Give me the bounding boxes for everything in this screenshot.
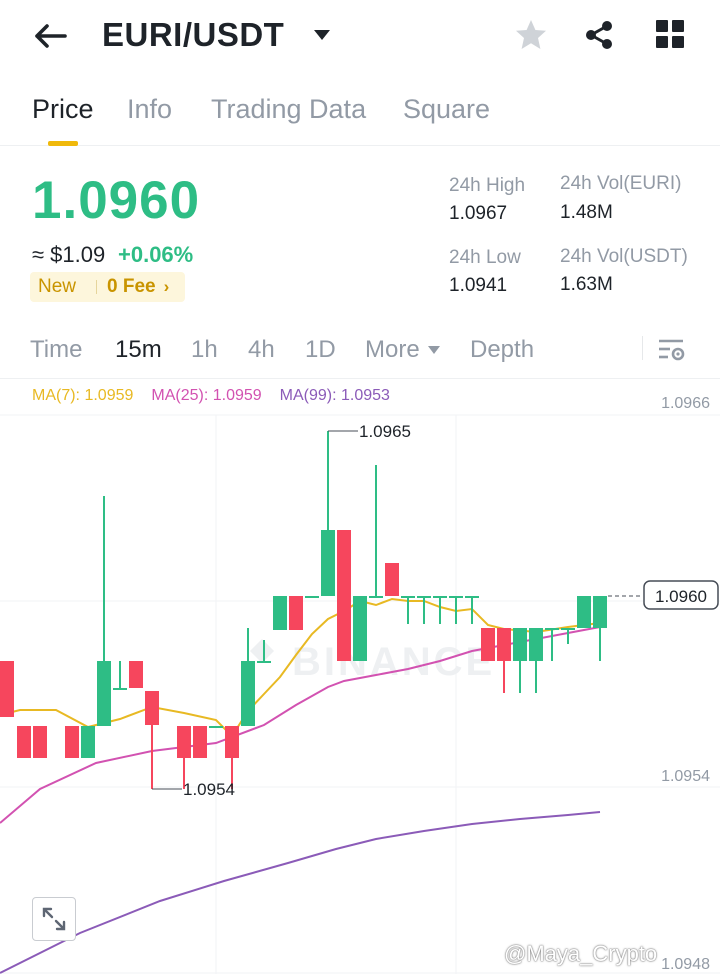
star-icon[interactable]	[514, 18, 548, 52]
candle-body	[337, 530, 351, 661]
candle-body	[241, 661, 255, 726]
tab-price[interactable]: Price	[32, 94, 94, 124]
exchange-logo-mark	[250, 639, 274, 663]
badge-fee-label: 0 Fee	[107, 276, 156, 297]
divider	[642, 336, 643, 360]
candle-body	[465, 596, 479, 598]
candle-body	[593, 596, 607, 628]
watermark: @Maya_Crypto	[504, 941, 658, 966]
vol-quote-value: 1.63M	[560, 274, 613, 295]
candle-body	[577, 596, 591, 628]
candle-body	[497, 628, 511, 661]
current-price-tag	[643, 580, 719, 610]
low-label: 24h Low	[449, 247, 521, 268]
candle-body	[113, 688, 127, 690]
ma7-value: MA(7): 1.0959	[32, 387, 134, 404]
ma99-value: MA(99): 1.0953	[279, 387, 390, 404]
badge-divider	[96, 280, 98, 294]
candle-body	[177, 726, 191, 758]
price-axis-label: 1.0954	[661, 768, 710, 785]
candle-body	[417, 596, 431, 598]
price-axis-label: 1.0966	[661, 395, 710, 412]
candle-body	[193, 726, 207, 758]
caret-down-icon[interactable]	[312, 28, 332, 42]
candle-body	[369, 596, 383, 598]
interval-4h[interactable]: 4h	[248, 336, 275, 363]
low-marker-label: 1.0954	[183, 780, 235, 799]
candle-body	[449, 596, 463, 598]
ma-legend: MA(7): 1.0959 MA(25): 1.0959 MA(99): 1.095…	[32, 387, 390, 405]
price-change-percent: +0.06%	[118, 242, 194, 267]
zero-fee-badge[interactable]: New 0 Fee ›	[30, 272, 185, 302]
candle-body	[33, 726, 47, 758]
expand-icon	[42, 907, 66, 931]
candlestick-chart[interactable]: BINANCE 1.0966 1.0954 1.0948 1.0960 1.0965 1.…	[0, 378, 720, 974]
high-label: 24h High	[449, 175, 526, 196]
share-icon[interactable]	[582, 18, 616, 52]
top-bar: EURI/USDT	[0, 0, 720, 72]
caret-down-icon[interactable]	[428, 345, 440, 355]
candle-body	[401, 596, 415, 598]
candle-body	[561, 628, 575, 630]
tab-trading-data[interactable]: Trading Data	[211, 94, 367, 124]
candle-body	[385, 563, 399, 596]
badge-new-label: New	[38, 276, 77, 297]
interval-15m[interactable]: 15m	[115, 336, 162, 363]
candle-body	[0, 661, 14, 717]
last-price: 1.0960	[32, 171, 201, 230]
candle-body	[129, 661, 143, 688]
interval-bar: Time 15m 1h 4h 1D More Depth	[0, 330, 720, 370]
candle-body	[65, 726, 79, 758]
candle-body	[97, 661, 111, 726]
fullscreen-button[interactable]	[32, 897, 76, 941]
ma25-value: MA(25): 1.0959	[151, 387, 262, 404]
candle-body	[545, 628, 559, 630]
candle-body	[529, 628, 543, 661]
candle-body	[321, 530, 335, 596]
candle-body	[433, 596, 447, 598]
ma7-line	[0, 597, 601, 738]
candle-body	[225, 726, 239, 758]
interval-more[interactable]: More	[365, 336, 420, 363]
chart-settings-icon[interactable]	[656, 336, 686, 364]
candle-body	[273, 596, 287, 630]
pair-title[interactable]: EURI/USDT	[102, 16, 285, 53]
back-arrow-icon	[35, 24, 67, 48]
vol-base-label: 24h Vol(EURI)	[560, 173, 682, 194]
low-value: 1.0941	[449, 275, 508, 296]
active-tab-indicator	[48, 141, 78, 146]
interval-1h[interactable]: 1h	[191, 336, 218, 363]
high-marker-label: 1.0965	[359, 422, 411, 441]
candle-body	[145, 691, 159, 725]
interval-time[interactable]: Time	[30, 336, 83, 363]
back-button[interactable]	[30, 18, 70, 54]
ma99-line	[0, 811, 601, 974]
section-tabs: Price Info Trading Data Square	[0, 86, 720, 146]
current-price-label: 1.0960	[655, 587, 707, 606]
candle-body	[209, 726, 223, 728]
exchange-logo: BINANCE	[292, 640, 495, 684]
chart-canvas: BINANCE 1.0966 1.0954 1.0948 1.0960 1.0965 1.…	[0, 395, 720, 974]
price-axis-label: 1.0948	[661, 956, 710, 973]
interval-depth[interactable]: Depth	[470, 336, 535, 363]
vol-base-value: 1.48M	[560, 202, 613, 223]
vol-quote-label: 24h Vol(USDT)	[560, 246, 688, 267]
candle-body	[481, 628, 495, 661]
tab-square[interactable]: Square	[403, 94, 491, 124]
grid-icon[interactable]	[654, 18, 686, 50]
candle-body	[353, 596, 367, 661]
candle-body	[513, 628, 527, 661]
chevron-right-icon: ›	[163, 277, 170, 296]
candle-body	[257, 661, 271, 663]
tab-info[interactable]: Info	[127, 94, 173, 124]
interval-1d[interactable]: 1D	[305, 336, 336, 363]
candle-body	[17, 726, 31, 758]
candle-body	[289, 596, 303, 630]
candle-body	[305, 596, 319, 598]
high-value: 1.0967	[449, 203, 508, 224]
fiat-price: ≈ $1.09	[32, 242, 106, 267]
candle-body	[81, 726, 95, 758]
